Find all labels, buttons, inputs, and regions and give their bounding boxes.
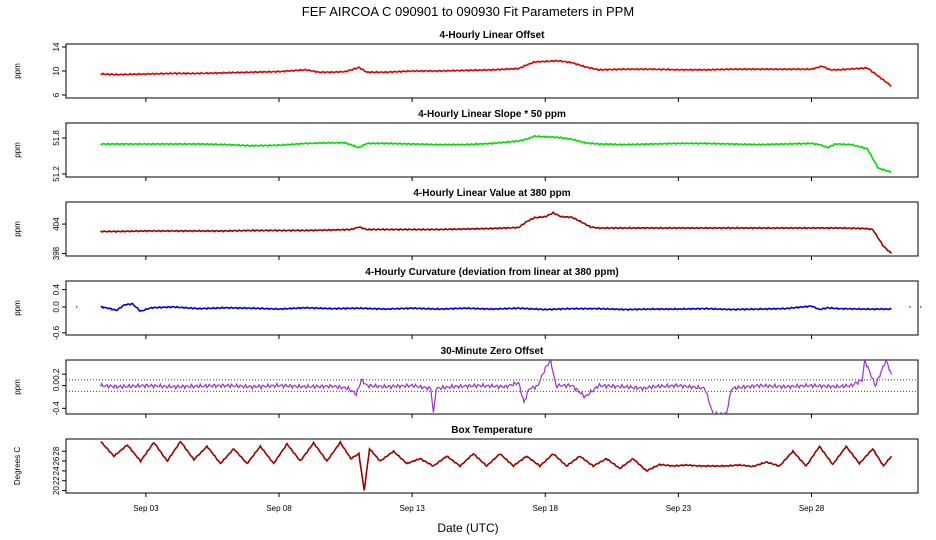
y-tick-label: 404: [52, 217, 61, 231]
y-tick-label: 398: [52, 246, 61, 260]
panel-frame: [65, 359, 919, 415]
series-line: [100, 210, 893, 255]
panel-title: 4-Hourly Linear Slope * 50 ppm: [418, 109, 566, 120]
x-tick-label: Sep 03: [133, 504, 159, 513]
series-line: [100, 59, 892, 87]
data-point: [909, 306, 911, 308]
y-axis-label: ppm: [13, 300, 22, 316]
y-axis-label: Degrees C: [13, 447, 22, 485]
panel-1: 4-Hourly Linear Offset 6 10 14 ppm: [13, 30, 919, 102]
panel-title: 4-Hourly Linear Value at 380 ppm: [413, 188, 570, 199]
y-tick-label: 10: [52, 66, 61, 75]
y-tick-label: 0.0: [52, 301, 61, 313]
y-axis-label: ppm: [13, 221, 22, 237]
x-axis-label: Date (UTC): [437, 521, 498, 535]
panel-4: 4-Hourly Curvature (deviation from linea…: [13, 267, 922, 340]
y-tick-label: 22: [52, 476, 61, 485]
panel-title: 30-Minute Zero Offset: [441, 346, 544, 357]
y-axis-label: ppm: [13, 379, 22, 395]
y-tick-label: -0.4: [52, 401, 61, 415]
x-tick-label: Sep 08: [266, 504, 292, 513]
series-line: [100, 439, 893, 491]
y-tick-label: 51.8: [52, 130, 61, 146]
y-tick-label: 28: [52, 446, 61, 455]
panel-3: 4-Hourly Linear Value at 380 ppm 398 404 pp…: [13, 188, 919, 260]
series-line: [100, 134, 892, 173]
series-line: [100, 302, 892, 312]
x-tick-label: Sep 18: [533, 504, 559, 513]
y-tick-label: 6: [52, 92, 61, 97]
data-point: [75, 306, 78, 308]
y-tick-label: 51.2: [52, 166, 61, 182]
panel-frame: [65, 122, 919, 178]
y-tick-label: 26: [52, 456, 61, 465]
x-tick-label: Sep 23: [666, 504, 692, 513]
x-tick-label: Sep 28: [799, 504, 825, 513]
data-point: [919, 306, 922, 308]
panel-frame: [65, 201, 919, 257]
y-tick-label: 0.0: [52, 379, 61, 391]
panel-title: Box Temperature: [451, 425, 533, 436]
y-tick-label: 0.4: [52, 284, 61, 296]
y-tick-label: -0.6: [52, 325, 61, 339]
x-axis: Sep 03 Sep 08 Sep 13 Sep 18 Sep 23 Sep 28: [133, 504, 825, 513]
panel-frame: [65, 280, 919, 336]
series-line: [100, 360, 892, 414]
panel-frame: [65, 438, 919, 494]
figure-title: FEF AIRCOA C 090901 to 090930 Fit Parame…: [302, 4, 634, 19]
y-tick-label: 20: [52, 486, 61, 495]
y-tick-label: 0.2: [52, 368, 61, 380]
x-tick-label: Sep 13: [399, 504, 425, 513]
panel-5: 30-Minute Zero Offset -0.4 0.00.2 ppm: [13, 346, 919, 418]
y-axis-label: ppm: [13, 142, 22, 158]
panel-2: 4-Hourly Linear Slope * 50 ppm 51.2 51.8 pp…: [13, 109, 919, 182]
panel-frame: [65, 43, 919, 99]
y-tick-label: 24: [52, 466, 61, 475]
y-tick-label: 14: [52, 42, 61, 51]
panel-title: 4-Hourly Curvature (deviation from linea…: [365, 267, 618, 278]
panel-title: 4-Hourly Linear Offset: [439, 30, 545, 41]
y-axis-label: ppm: [13, 63, 22, 79]
